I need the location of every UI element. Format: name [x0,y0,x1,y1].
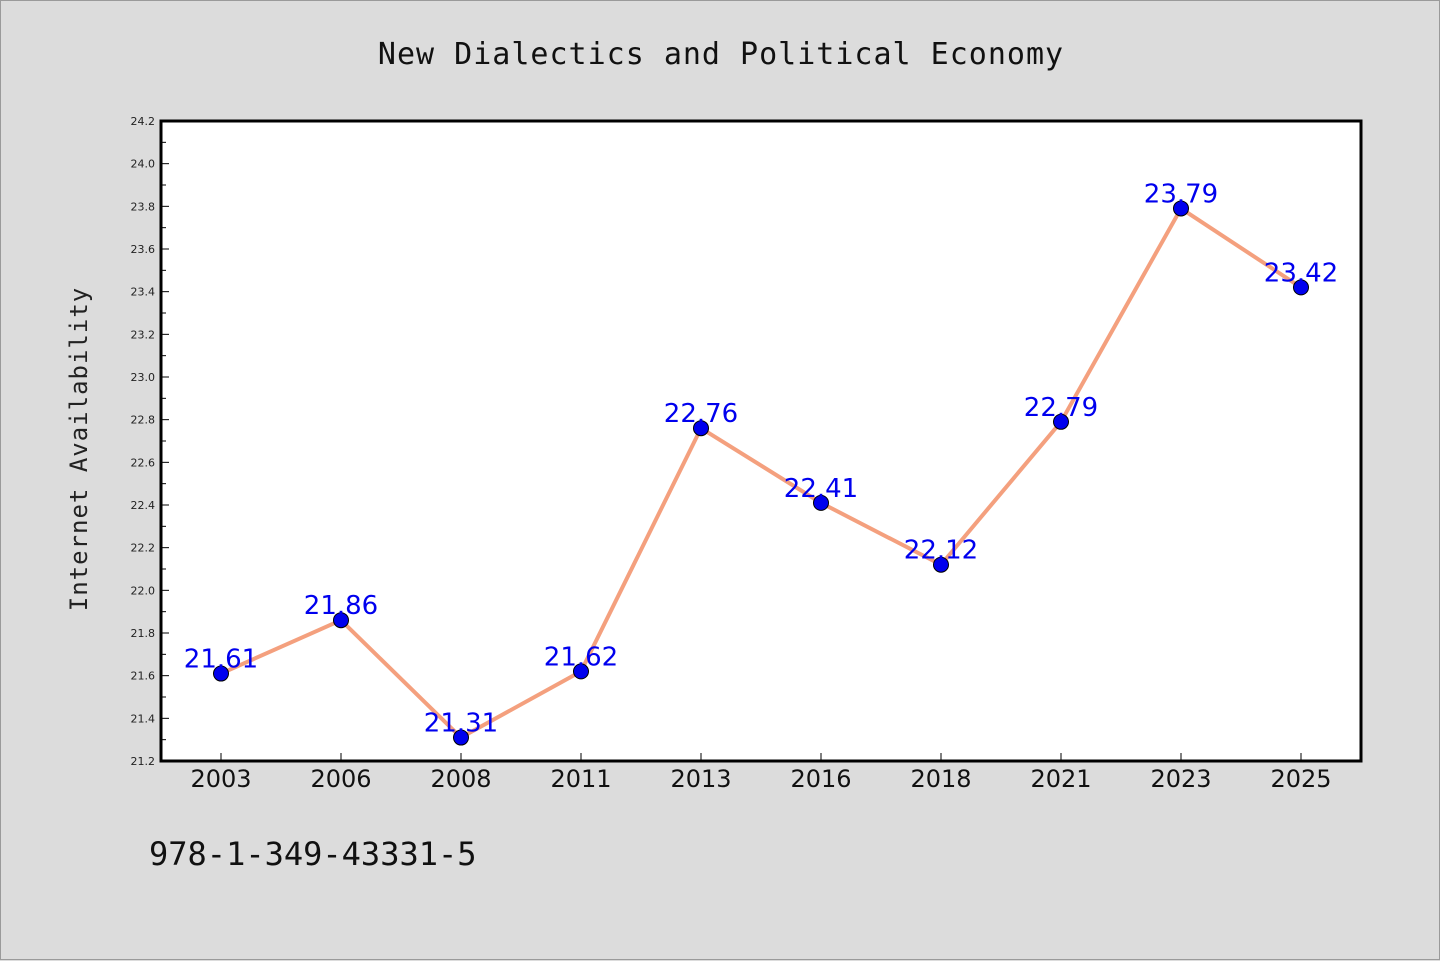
y-tick-label: 24.2 [131,115,156,128]
y-tick-label: 23.8 [131,200,156,213]
data-label: 21.62 [544,642,618,672]
x-tick-label: 2021 [1030,765,1091,793]
y-tick-label: 21.6 [131,670,156,683]
y-tick-label: 23.6 [131,243,156,256]
y-tick-label: 23.2 [131,328,156,341]
y-tick-label: 22.6 [131,456,156,469]
data-point [333,612,349,629]
x-axis-ticks: 2003 2006 2008 2011 2013 2016 2018 2021 2023 2025 [190,753,1332,793]
data-label: 21.61 [184,645,258,675]
data-label: 22.12 [904,536,978,566]
y-tick-label: 22.8 [131,414,156,427]
data-label: 22.76 [664,399,738,429]
data-label: 23.42 [1264,258,1338,288]
x-tick-label: 2018 [910,765,971,793]
x-tick-label: 2013 [670,765,731,793]
y-tick-label: 24.0 [131,158,156,171]
y-axis-label: Internet Availability [65,287,93,611]
data-labels: 21.61 21.86 21.31 21.62 22.76 22.41 22.12 22.79… [184,179,1338,738]
x-tick-label: 2003 [190,765,251,793]
plot-area [159,119,1363,763]
data-label: 23.79 [1144,179,1218,209]
x-tick-label: 2011 [550,765,611,793]
data-label: 21.86 [304,591,378,621]
y-tick-label: 23.4 [131,286,156,299]
data-point [573,663,589,680]
x-tick-label: 2006 [310,765,371,793]
y-tick-label: 22.0 [131,584,156,597]
series-line [219,206,1303,740]
y-tick-label: 22.4 [131,499,156,512]
y-axis-ticks: 21.2 21.4 21.6 21.8 22.0 22.2 22.4 22.6 22.8 23.0… [131,115,169,768]
y-tick-label: 21.8 [131,627,156,640]
data-point [213,665,229,682]
data-point [1053,413,1069,430]
data-point [453,729,469,746]
x-tick-label: 2023 [1150,765,1211,793]
data-point [1293,279,1309,296]
x-tick-label: 2016 [790,765,851,793]
data-label: 22.79 [1024,393,1098,423]
x-tick-label: 2008 [430,765,491,793]
isbn-text: 978-1-349-43331-5 [149,835,477,873]
data-point [933,556,949,573]
y-tick-label: 22.2 [131,542,156,555]
y-tick-label: 21.4 [131,712,156,725]
x-tick-label: 2025 [1270,765,1331,793]
y-tick-label: 23.0 [131,371,156,384]
data-point [813,494,829,511]
data-label: 21.31 [424,709,498,739]
chart-title: New Dialectics and Political Economy [378,37,1064,72]
y-tick-label: 21.2 [131,755,156,768]
series-group [213,200,1309,746]
data-point [1173,200,1189,217]
data-label: 22.41 [784,474,858,504]
data-point [693,420,709,437]
